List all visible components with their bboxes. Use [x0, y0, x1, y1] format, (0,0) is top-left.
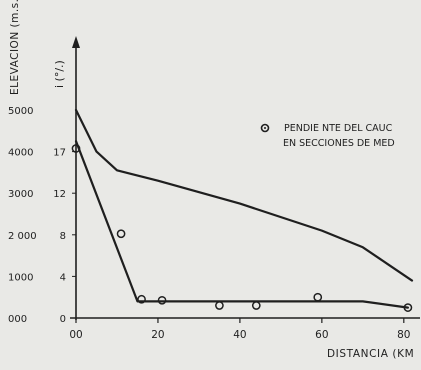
y-axis-arrow — [72, 36, 80, 48]
y-tick-label: 4000 — [8, 148, 33, 159]
y-tick-label: 2 000 — [8, 231, 37, 242]
slope-curve-line — [74, 140, 410, 309]
x-tick-label: 60 — [315, 329, 328, 341]
slope-point — [215, 301, 224, 310]
legend-marker — [260, 123, 270, 133]
slope-point — [313, 292, 323, 302]
y2-tick-label: 4 — [60, 272, 66, 283]
y-tick-label: 000 — [8, 314, 27, 325]
slope-point — [116, 229, 126, 239]
y2-tick-label: 12 — [53, 189, 66, 200]
legend: PENDIE NTE DEL CAUC EN SECCIONES DE MED — [260, 123, 395, 149]
y-tick-label: 5000 — [8, 106, 33, 117]
slope-point — [251, 301, 261, 310]
legend-label-line2: EN SECCIONES DE MED — [283, 138, 395, 149]
y-axis-title: ELEVACION (m.s.n.m) — [9, 0, 21, 95]
slope-point — [71, 144, 81, 153]
y-tick-label: 1000 — [8, 272, 33, 283]
x-tick-label: 80 — [397, 329, 410, 341]
slope-point — [137, 294, 146, 304]
slope-point — [403, 303, 413, 312]
legend-marker-dot — [264, 127, 266, 129]
legend-label-line1: PENDIE NTE DEL CAUC — [284, 123, 393, 134]
x-tick-label: 20 — [151, 329, 164, 341]
y-tick-label: 3000 — [8, 189, 33, 200]
y2-tick-label: 8 — [60, 231, 66, 242]
slope-point — [157, 295, 167, 305]
x-tick-label: 00 — [69, 329, 82, 341]
elevation-profile-line — [74, 108, 414, 282]
y2-tick-label: 0 — [60, 314, 66, 325]
y2-axis-title: i (°/.) — [53, 60, 66, 88]
y2-tick-label: 17 — [53, 148, 66, 159]
x-tick-label: 40 — [233, 329, 246, 341]
x-axis-title: DISTANCIA (KM — [327, 348, 414, 360]
